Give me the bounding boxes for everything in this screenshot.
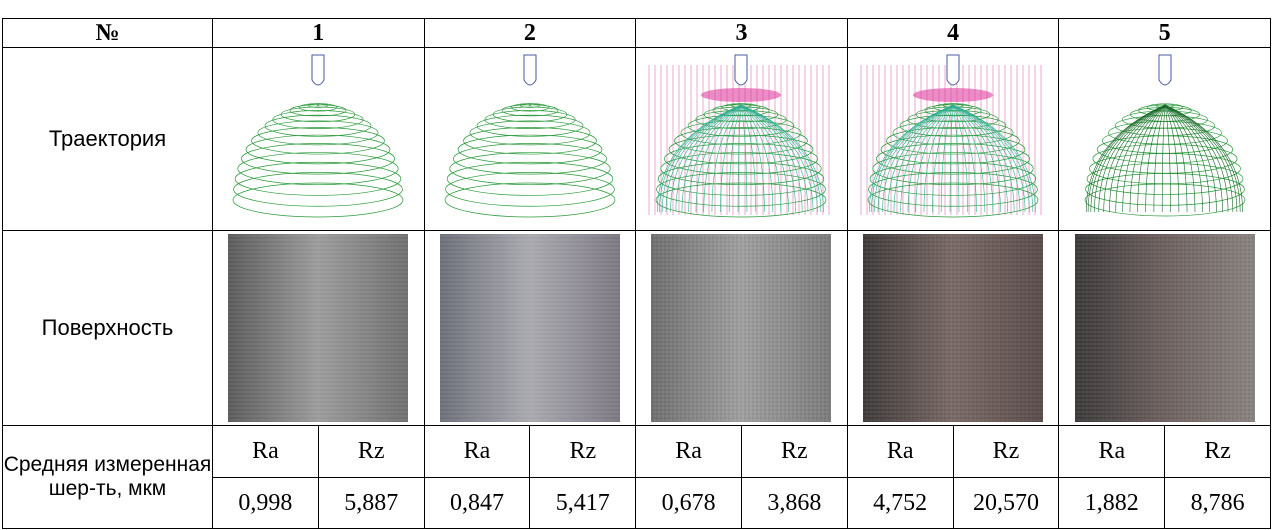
tool: [947, 55, 959, 85]
value-cell: 0,998: [213, 478, 319, 529]
trajectory-image: [218, 50, 418, 228]
tool-path: [258, 121, 378, 145]
tool: [524, 55, 536, 85]
tool-path: [1085, 173, 1244, 205]
row-label: Средняя измеренная шер-ть, мкм: [3, 426, 213, 529]
tool-path: [265, 115, 371, 136]
header-cell: 3: [636, 19, 848, 48]
row-label: Траектория: [3, 48, 213, 231]
param-cell: Ra: [213, 426, 319, 478]
tool-path: [493, 107, 567, 122]
surface-cell: [213, 231, 425, 426]
trajectory-image: [1065, 50, 1265, 228]
row-label: Поверхность: [3, 231, 213, 426]
trajectory-cell: [636, 48, 848, 231]
tool-path: [235, 162, 401, 195]
trajectory-cell: [847, 48, 1059, 231]
header-cell: 2: [424, 19, 636, 48]
trajectory-cell: [424, 48, 636, 231]
tool-path: [273, 111, 363, 129]
surface-image: [1075, 234, 1255, 422]
param-cell: Rz: [1165, 426, 1271, 478]
surface-cell: [636, 231, 848, 426]
value-cell: 5,417: [530, 478, 636, 529]
tool: [312, 55, 324, 85]
surface-cell: [847, 231, 1059, 426]
table-wrap: № 1 2 3 4 5 Траектория Поверхность Средн…: [2, 18, 1271, 529]
value-cell: 20,570: [953, 478, 1059, 529]
tool-path: [869, 172, 1038, 206]
tool-path: [281, 107, 355, 122]
tool-path: [913, 88, 993, 102]
value-cell: 0,678: [636, 478, 742, 529]
trajectory-cell: [1059, 48, 1271, 231]
tool-path: [657, 172, 826, 206]
tool-path: [701, 88, 781, 102]
surface-cell: [424, 231, 636, 426]
value-cell: 3,868: [741, 478, 847, 529]
surface-image: [228, 234, 408, 422]
tool-path: [477, 115, 583, 136]
header-cell: 5: [1059, 19, 1271, 48]
header-cell: 1: [213, 19, 425, 48]
tool-path: [445, 183, 615, 217]
param-row: Средняя измеренная шер-ть, мкм RaRzRaRzR…: [3, 426, 1271, 478]
tool-path: [485, 111, 575, 129]
header-cell: №: [3, 19, 213, 48]
surface-image: [863, 234, 1043, 422]
value-cell: 8,786: [1165, 478, 1271, 529]
results-table: № 1 2 3 4 5 Траектория Поверхность Средн…: [2, 18, 1271, 529]
tool-path: [447, 162, 613, 195]
param-cell: Rz: [318, 426, 424, 478]
surface-image: [651, 234, 831, 422]
param-cell: Ra: [1059, 426, 1165, 478]
param-cell: Ra: [424, 426, 530, 478]
value-cell: 5,887: [318, 478, 424, 529]
tool-path: [238, 153, 398, 185]
param-cell: Rz: [741, 426, 847, 478]
param-cell: Ra: [847, 426, 953, 478]
param-cell: Ra: [636, 426, 742, 478]
tool: [735, 55, 747, 85]
trajectory-image: [430, 50, 630, 228]
tool-path: [233, 183, 403, 217]
tool: [1159, 55, 1171, 85]
page: {"table": { "header": ["№", "1", "2", "3…: [0, 0, 1272, 530]
value-cell: 4,752: [847, 478, 953, 529]
trajectory-row: Траектория: [3, 48, 1271, 231]
tool-path: [445, 172, 614, 206]
trajectory-image: [853, 50, 1053, 228]
param-cell: Rz: [953, 426, 1059, 478]
header-row: № 1 2 3 4 5: [3, 19, 1271, 48]
surface-cell: [1059, 231, 1271, 426]
surface-image: [440, 234, 620, 422]
header-cell: 4: [847, 19, 1059, 48]
value-cell: 0,847: [424, 478, 530, 529]
tool-path: [234, 172, 403, 206]
tool-path: [470, 121, 590, 145]
surface-row: Поверхность: [3, 231, 1271, 426]
tool-path: [450, 153, 610, 185]
trajectory-cell: [213, 48, 425, 231]
trajectory-image: [641, 50, 841, 228]
param-cell: Rz: [530, 426, 636, 478]
value-cell: 1,882: [1059, 478, 1165, 529]
